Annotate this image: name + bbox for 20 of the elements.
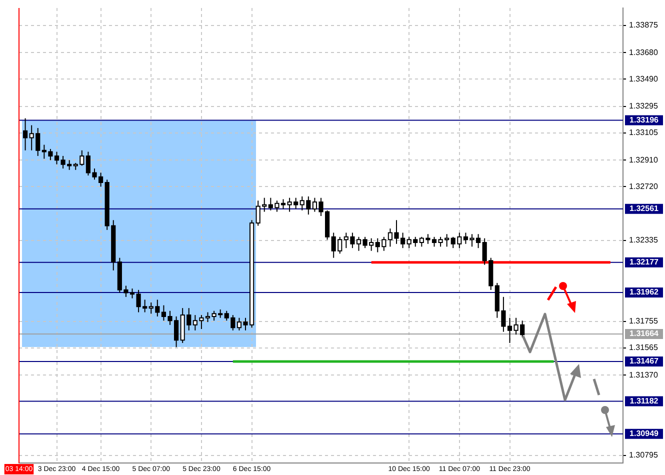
y-tick-label: 1.32335 [629,236,658,245]
y-tick-label: 1.31370 [629,370,658,380]
y-tick-label: 1.33105 [629,128,658,138]
y-tick-label: 1.33680 [629,48,658,57]
ref-line-label: 1.32561 [630,204,660,214]
y-tick-label: 1.33875 [629,20,658,30]
ref-line-label: 1.32177 [630,258,660,267]
y-tick-label: 1.31755 [629,316,658,326]
ref-line-label: 1.31467 [630,356,660,366]
y-tick-label: 1.32720 [629,182,658,191]
ref-line-label: 1.30949 [630,429,660,438]
y-tick-label: 1.33490 [629,74,658,84]
ref-line-label: 1.31664 [630,329,660,338]
ref-line-label: 1.31962 [630,288,660,297]
y-tick-label: 1.31565 [629,343,658,352]
ref-line-label: 1.33196 [630,115,660,124]
y-tick-label: 1.30795 [629,450,658,460]
y-tick-label: 1.33295 [629,102,658,111]
y-tick-label: 1.32910 [629,155,658,164]
ref-line-label: 1.31182 [630,396,659,406]
